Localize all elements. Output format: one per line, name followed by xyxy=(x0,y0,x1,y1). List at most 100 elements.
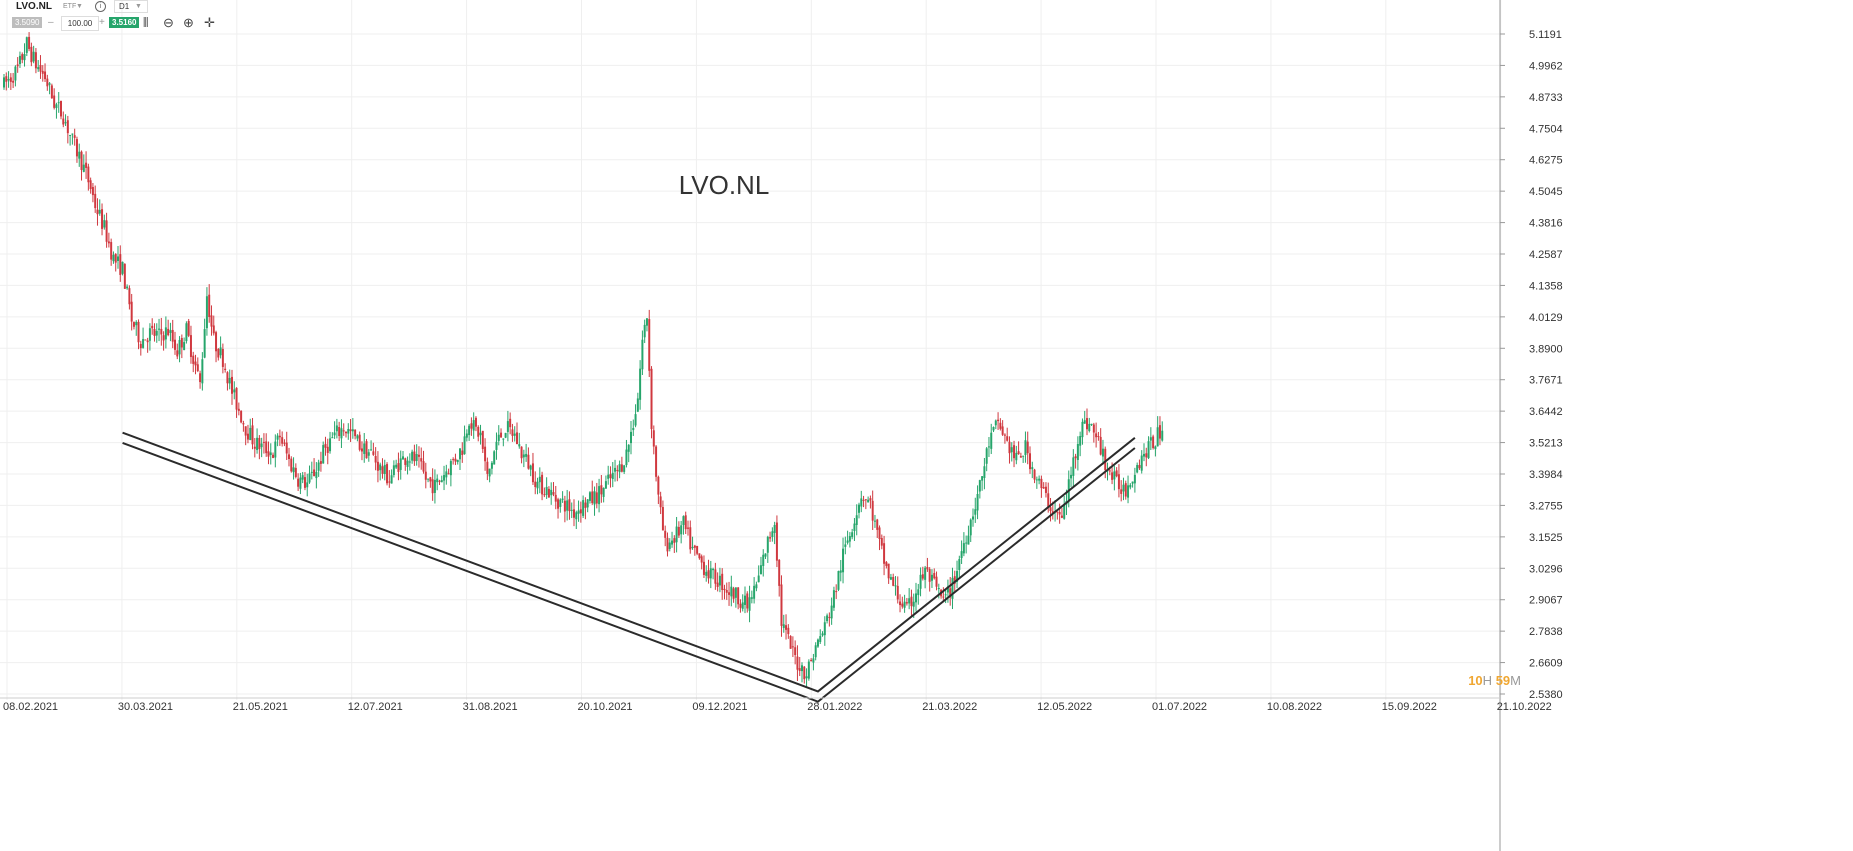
info-icon[interactable]: i xyxy=(95,1,106,12)
candle xyxy=(885,560,888,569)
candle xyxy=(643,319,646,344)
y-tick-label: 4.7504 xyxy=(1529,123,1563,135)
candle xyxy=(864,499,867,510)
candle xyxy=(664,525,667,547)
candle xyxy=(162,331,165,351)
y-tick-label: 4.6275 xyxy=(1529,155,1563,167)
candle xyxy=(677,521,680,538)
symbol-label[interactable]: LVO.NL xyxy=(16,1,52,12)
candle-body xyxy=(431,479,434,494)
candle xyxy=(340,419,343,448)
candle-body xyxy=(351,429,354,432)
candle-body xyxy=(1101,448,1104,457)
candle-body xyxy=(249,427,252,441)
candle-body xyxy=(158,328,161,330)
trendline-lower[interactable] xyxy=(122,441,1136,703)
zoom-in-icon[interactable]: ⊕ xyxy=(183,15,194,30)
trendline-channel[interactable] xyxy=(122,431,1136,703)
decrease-quantity-button[interactable]: – xyxy=(48,17,54,28)
candle-body xyxy=(835,591,838,593)
candle xyxy=(479,424,482,445)
candle xyxy=(281,431,284,447)
candle xyxy=(771,527,774,542)
candle xyxy=(388,470,391,488)
candle-body xyxy=(846,540,849,543)
candle-body xyxy=(721,573,724,590)
y-tick-label: 3.3984 xyxy=(1529,469,1563,481)
candle xyxy=(292,457,295,480)
candle-body xyxy=(497,434,500,441)
candle xyxy=(199,370,202,389)
candle-body xyxy=(901,603,904,607)
candle-body xyxy=(386,464,389,484)
candle-body xyxy=(1120,489,1123,494)
candle xyxy=(657,475,660,505)
time-axis[interactable]: 08.02.2021 30.03.2021 21.05.2021 12.07.2021… xyxy=(0,697,1552,713)
timeframe-select[interactable]: D1 xyxy=(114,0,149,13)
candle-body xyxy=(16,64,19,67)
candle-body xyxy=(1008,441,1011,454)
candle xyxy=(60,100,62,120)
candle xyxy=(294,463,297,479)
increase-quantity-button[interactable]: + xyxy=(99,17,105,28)
quantity-input[interactable]: 100.00 xyxy=(61,16,99,31)
candle xyxy=(516,422,518,445)
candle-body xyxy=(944,594,947,596)
candle-body xyxy=(383,464,386,475)
trendline-upper[interactable] xyxy=(122,431,1136,693)
candle xyxy=(488,468,491,483)
candle-body xyxy=(14,66,17,81)
candle-body xyxy=(609,474,612,479)
price-axis[interactable]: 5.1191 4.9962 4.8733 4.7504 4.6275 4.5045 4.38… xyxy=(1499,0,1563,851)
candle xyxy=(566,489,569,521)
candle-body xyxy=(547,488,550,498)
candle xyxy=(486,457,489,481)
candle-body xyxy=(30,46,33,63)
candle-body xyxy=(205,296,208,329)
candle xyxy=(221,343,224,374)
candle xyxy=(616,465,619,482)
candle xyxy=(39,55,42,79)
candle-body xyxy=(664,530,667,538)
candle xyxy=(994,419,997,430)
buy-price-button[interactable]: 3.5160 xyxy=(109,17,140,28)
candle-body xyxy=(333,432,336,436)
chevron-down-icon[interactable]: ▼ xyxy=(76,3,83,10)
candle xyxy=(315,462,318,489)
candle-body xyxy=(137,321,140,343)
candle-body xyxy=(1113,471,1116,480)
candle xyxy=(183,337,186,351)
candle xyxy=(896,576,899,604)
candle xyxy=(883,535,886,576)
candle-body xyxy=(155,330,158,336)
candle xyxy=(215,330,218,363)
timeframe-chevron-icon[interactable]: ▼ xyxy=(135,3,142,10)
candle xyxy=(310,461,313,480)
candle-body xyxy=(445,471,448,478)
candle-body xyxy=(374,455,377,463)
candle xyxy=(794,640,797,665)
candle-body xyxy=(641,339,644,370)
candle xyxy=(114,253,117,272)
candle-body xyxy=(910,596,913,607)
candle xyxy=(944,590,947,604)
candle xyxy=(180,334,183,359)
crosshair-icon[interactable]: ✛ xyxy=(204,15,215,30)
candles-icon[interactable]: ⫴ xyxy=(143,15,149,30)
candle-body xyxy=(958,559,961,570)
candle xyxy=(1088,417,1091,433)
candle xyxy=(604,475,607,489)
sell-price-button[interactable]: 3.5090 xyxy=(12,17,43,28)
candle xyxy=(1083,410,1086,424)
candle xyxy=(121,261,124,276)
candle-body xyxy=(365,441,368,459)
candle-body xyxy=(272,454,275,458)
candle xyxy=(588,491,591,504)
candle xyxy=(969,518,972,542)
candle xyxy=(123,263,126,289)
candle xyxy=(823,616,826,646)
candle xyxy=(1026,431,1029,465)
candle xyxy=(192,351,195,373)
zoom-out-icon[interactable]: ⊖ xyxy=(163,15,174,30)
